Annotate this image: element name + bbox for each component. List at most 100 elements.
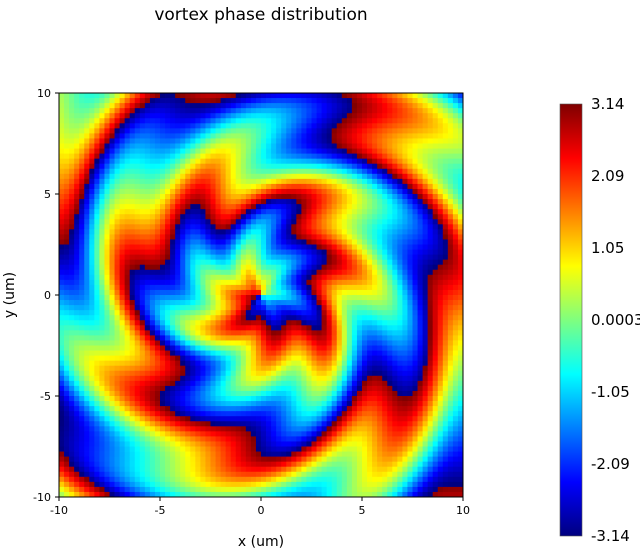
heatmap-cell bbox=[311, 269, 317, 276]
heatmap-cell bbox=[220, 491, 227, 498]
heatmap-cell bbox=[367, 148, 373, 154]
heatmap-cell bbox=[336, 330, 343, 336]
heatmap-cell bbox=[190, 491, 196, 498]
heatmap-cell bbox=[109, 289, 115, 296]
heatmap-cell bbox=[220, 163, 227, 170]
heatmap-cell bbox=[276, 355, 282, 362]
heatmap-cell bbox=[154, 431, 161, 437]
heatmap-cell bbox=[190, 113, 196, 119]
heatmap-cell bbox=[185, 178, 191, 185]
heatmap-cell bbox=[336, 335, 343, 341]
heatmap-cell bbox=[165, 436, 171, 442]
heatmap-cell bbox=[245, 214, 252, 220]
heatmap-cell bbox=[230, 279, 237, 286]
heatmap-cell bbox=[296, 234, 302, 240]
heatmap-cell bbox=[250, 355, 257, 362]
heatmap-cell bbox=[291, 340, 297, 346]
heatmap-cell bbox=[165, 481, 171, 488]
heatmap-cell bbox=[240, 239, 247, 245]
heatmap-cell bbox=[367, 188, 373, 195]
heatmap-cell bbox=[316, 269, 322, 276]
heatmap-cell bbox=[336, 360, 343, 367]
heatmap-cell bbox=[296, 108, 302, 114]
heatmap-cell bbox=[94, 98, 100, 104]
heatmap-cell bbox=[316, 123, 322, 129]
heatmap-cell bbox=[255, 370, 262, 377]
heatmap-cell bbox=[89, 446, 95, 452]
heatmap-cell bbox=[326, 491, 333, 498]
heatmap-cell bbox=[271, 138, 277, 144]
heatmap-cell bbox=[64, 173, 70, 180]
heatmap-cell bbox=[200, 138, 206, 144]
heatmap-cell bbox=[64, 310, 70, 316]
heatmap-cell bbox=[149, 335, 156, 341]
heatmap-cell bbox=[281, 411, 287, 417]
heatmap-cell bbox=[367, 244, 373, 250]
heatmap-cell bbox=[64, 98, 70, 104]
heatmap-cell bbox=[144, 168, 151, 175]
heatmap-cell bbox=[79, 476, 85, 483]
heatmap-cell bbox=[225, 421, 232, 427]
heatmap-cell bbox=[240, 259, 247, 266]
heatmap-cell bbox=[185, 118, 191, 124]
heatmap-cell bbox=[195, 229, 201, 235]
heatmap-cell bbox=[195, 375, 201, 382]
heatmap-cell bbox=[195, 406, 201, 412]
heatmap-cell bbox=[195, 108, 201, 114]
heatmap-cell bbox=[180, 446, 186, 452]
heatmap-cell bbox=[230, 214, 237, 220]
heatmap-cell bbox=[119, 471, 126, 478]
heatmap-cell bbox=[372, 158, 378, 165]
heatmap-cell bbox=[316, 426, 322, 432]
heatmap-cell bbox=[144, 138, 151, 144]
heatmap-cell bbox=[129, 209, 136, 215]
heatmap-cell bbox=[367, 289, 373, 296]
heatmap-cell bbox=[129, 138, 136, 144]
heatmap-cell bbox=[372, 209, 378, 215]
heatmap-cell bbox=[271, 401, 277, 407]
heatmap-cell bbox=[144, 219, 151, 225]
heatmap-cell bbox=[59, 178, 65, 185]
heatmap-cell bbox=[160, 204, 166, 210]
heatmap-cell bbox=[64, 178, 70, 185]
heatmap-cell bbox=[240, 108, 247, 114]
heatmap-cell bbox=[200, 199, 206, 205]
heatmap-cell bbox=[215, 481, 221, 488]
heatmap-cell bbox=[326, 345, 333, 351]
heatmap-cell bbox=[250, 133, 257, 139]
heatmap-cell bbox=[356, 441, 363, 447]
heatmap-cell bbox=[306, 113, 312, 119]
heatmap-cell bbox=[79, 173, 85, 180]
heatmap-cell bbox=[230, 153, 237, 160]
heatmap-cell bbox=[205, 390, 211, 397]
heatmap-cell bbox=[296, 411, 302, 417]
heatmap-cell bbox=[276, 103, 282, 109]
heatmap-cell bbox=[291, 370, 297, 377]
heatmap-cell bbox=[175, 446, 181, 452]
heatmap-cell bbox=[351, 305, 358, 311]
heatmap-cell bbox=[316, 305, 322, 311]
heatmap-cell bbox=[372, 108, 378, 114]
heatmap-cell bbox=[180, 421, 186, 427]
heatmap-cell bbox=[160, 209, 166, 215]
heatmap-cell bbox=[205, 113, 211, 119]
heatmap-cell bbox=[104, 476, 110, 483]
heatmap-cell bbox=[266, 441, 272, 447]
heatmap-cell bbox=[356, 431, 363, 437]
heatmap-cell bbox=[114, 466, 120, 473]
heatmap-cell bbox=[79, 113, 85, 119]
heatmap-cell bbox=[291, 118, 297, 124]
heatmap-cell bbox=[59, 143, 65, 149]
heatmap-cell bbox=[321, 315, 328, 321]
heatmap-cell bbox=[210, 315, 216, 321]
heatmap-cell bbox=[245, 178, 252, 185]
heatmap-cell bbox=[109, 168, 115, 175]
heatmap-cell bbox=[99, 183, 105, 190]
heatmap-cell bbox=[160, 148, 166, 154]
heatmap-cell bbox=[250, 315, 257, 321]
heatmap-cell bbox=[225, 93, 232, 99]
heatmap-cell bbox=[291, 456, 297, 463]
heatmap-cell bbox=[180, 259, 186, 266]
heatmap-cell bbox=[170, 310, 176, 316]
heatmap-cell bbox=[250, 163, 257, 170]
